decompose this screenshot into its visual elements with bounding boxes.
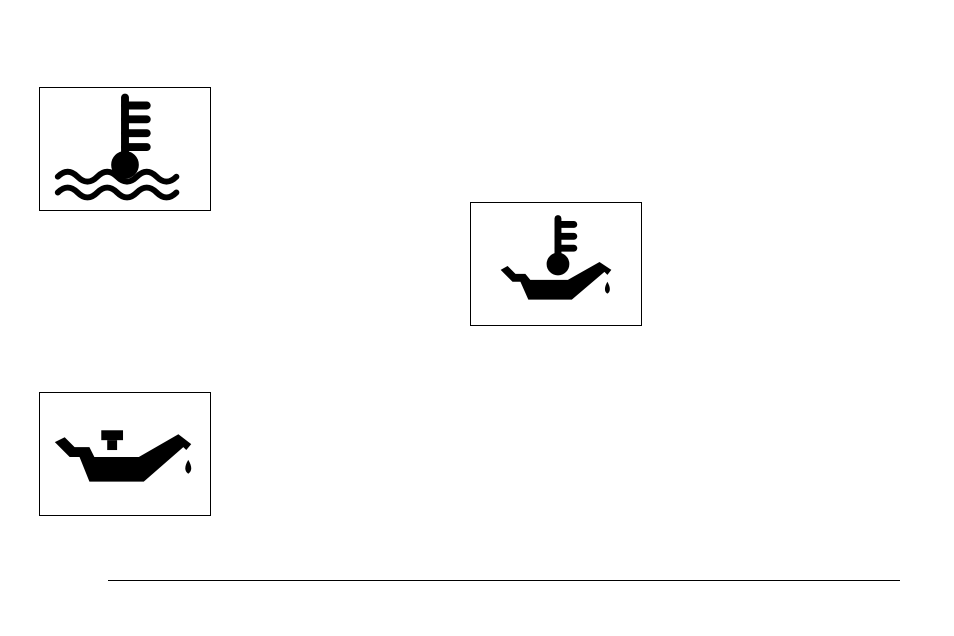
- page-divider: [108, 580, 900, 581]
- oil-can-thermometer-icon: [471, 202, 641, 326]
- oil-can-icon: [40, 392, 210, 516]
- engine-oil-pressure-symbol-box: [39, 392, 211, 516]
- engine-oil-temperature-symbol-box: [470, 202, 642, 326]
- coolant-temperature-symbol-box: [39, 87, 211, 211]
- coolant-temperature-icon: [40, 87, 210, 211]
